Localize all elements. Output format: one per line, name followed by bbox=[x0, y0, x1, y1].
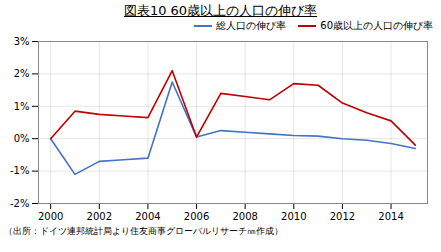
svg-text:-1%: -1% bbox=[10, 165, 29, 176]
svg-text:2008: 2008 bbox=[232, 211, 257, 222]
svg-text:-2%: -2% bbox=[10, 198, 29, 209]
svg-text:0%: 0% bbox=[14, 133, 30, 144]
svg-text:2006: 2006 bbox=[184, 211, 209, 222]
svg-text:3%: 3% bbox=[14, 36, 30, 47]
html-text:総人口の伸び率: 総人口の伸び率 bbox=[216, 20, 287, 31]
svg-text:2004: 2004 bbox=[135, 211, 160, 222]
svg-text:2014: 2014 bbox=[378, 211, 403, 222]
html-text:60歳以上の人口の伸び率: 60歳以上の人口の伸び率 bbox=[320, 20, 433, 31]
svg-text:2%: 2% bbox=[14, 68, 30, 79]
svg-text:2000: 2000 bbox=[38, 211, 63, 222]
svg-text:2010: 2010 bbox=[281, 211, 306, 222]
svg-text:2012: 2012 bbox=[330, 211, 355, 222]
html-text:（出所：ドイツ連邦統計局より住友商事グローバルリサーチ㎚作成: （出所：ドイツ連邦統計局より住友商事グローバルリサーチ㎚作成） bbox=[4, 226, 283, 236]
html-text:図表10 60歳以上の人口の伸び率: 図表10 60歳以上の人口の伸び率 bbox=[123, 3, 318, 18]
svg-text:1%: 1% bbox=[14, 101, 30, 112]
svg-text:2002: 2002 bbox=[87, 211, 112, 222]
